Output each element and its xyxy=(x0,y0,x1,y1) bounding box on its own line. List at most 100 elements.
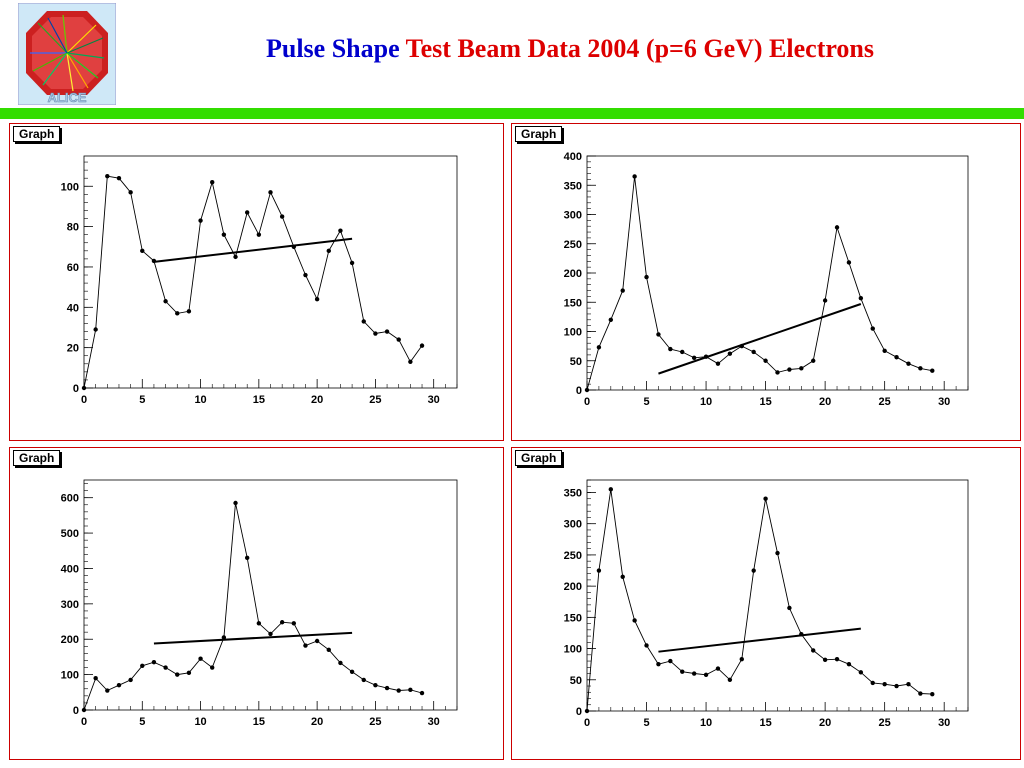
data-point xyxy=(233,500,238,506)
y-tick-label: 300 xyxy=(61,599,79,611)
data-point xyxy=(656,661,661,667)
data-point xyxy=(408,359,413,364)
data-point xyxy=(918,366,923,371)
y-tick-label: 150 xyxy=(564,612,582,624)
data-point xyxy=(691,671,697,676)
x-tick-label: 15 xyxy=(759,396,771,408)
data-point xyxy=(373,331,378,336)
data-point xyxy=(81,385,87,391)
x-tick-label: 5 xyxy=(643,717,649,729)
x-tick-label: 0 xyxy=(584,717,590,729)
y-tick-label: 300 xyxy=(564,210,582,222)
data-point xyxy=(763,358,768,363)
data-point xyxy=(691,355,697,361)
x-tick-label: 0 xyxy=(81,716,87,728)
data-point xyxy=(834,225,840,230)
x-tick-label: 10 xyxy=(700,396,712,408)
data-point xyxy=(210,180,215,185)
alice-logo: ALICE xyxy=(17,2,117,106)
y-tick-label: 100 xyxy=(564,327,582,339)
data-point xyxy=(268,190,273,195)
y-tick-label: 150 xyxy=(564,297,582,309)
data-point xyxy=(930,691,935,697)
x-tick-label: 30 xyxy=(428,394,440,406)
series-line xyxy=(83,502,423,711)
data-point xyxy=(775,550,780,556)
data-point xyxy=(620,288,625,293)
x-tick-label: 30 xyxy=(938,396,950,408)
data-point xyxy=(186,309,192,314)
data-point xyxy=(279,620,285,625)
data-point xyxy=(244,555,250,561)
fit-line xyxy=(153,237,353,263)
y-tick-label: 200 xyxy=(61,634,79,646)
data-point xyxy=(870,680,875,686)
data-point xyxy=(81,707,87,713)
graph-panel-1: Graph 0 5 10 15 20 25 30 0 20 40 60 80 100 xyxy=(9,123,504,441)
data-point xyxy=(918,691,923,696)
data-point xyxy=(870,326,875,331)
data-point xyxy=(906,361,911,366)
data-point xyxy=(268,631,273,637)
y-tick-label: 50 xyxy=(570,356,582,368)
data-point xyxy=(644,274,649,280)
x-tick-label: 25 xyxy=(369,394,381,406)
data-point xyxy=(763,496,768,501)
y-tick-label: 300 xyxy=(564,519,582,531)
data-point xyxy=(608,487,614,492)
data-point xyxy=(419,690,425,696)
y-tick-label: 50 xyxy=(570,675,582,687)
data-point xyxy=(303,643,308,648)
data-point xyxy=(128,190,133,195)
data-point xyxy=(396,337,401,342)
data-point xyxy=(93,675,98,681)
data-point xyxy=(882,681,887,687)
data-point xyxy=(596,345,602,350)
x-tick-label: 20 xyxy=(819,396,831,408)
y-tick-label: 500 xyxy=(61,528,79,540)
data-point xyxy=(163,665,168,670)
x-tick-label: 0 xyxy=(81,394,87,406)
data-point xyxy=(361,677,366,683)
data-point xyxy=(163,299,168,304)
data-point xyxy=(105,173,110,179)
data-point xyxy=(128,677,133,683)
x-tick-label: 30 xyxy=(428,716,440,728)
x-tick-label: 30 xyxy=(938,717,950,729)
x-tick-label: 0 xyxy=(584,396,590,408)
y-tick-label: 100 xyxy=(61,181,79,193)
x-tick-label: 25 xyxy=(369,716,381,728)
x-tick-label: 5 xyxy=(139,394,145,406)
data-point xyxy=(787,367,792,372)
data-point xyxy=(198,218,203,223)
y-tick-label: 0 xyxy=(73,383,79,395)
x-tick-label: 15 xyxy=(253,716,265,728)
data-point xyxy=(151,660,157,665)
graph-panel-2: Graph 0 5 10 15 20 25 30 0 50 100 150 200 250 300 350 4… xyxy=(511,123,1021,441)
data-point xyxy=(314,297,320,302)
data-point xyxy=(396,688,401,693)
title-part-2: Test Beam Data 2004 (p=6 GeV) Electrons xyxy=(405,34,875,63)
x-tick-label: 15 xyxy=(759,717,771,729)
data-point xyxy=(703,672,709,677)
data-point xyxy=(419,343,425,348)
data-point xyxy=(715,361,721,366)
data-point xyxy=(930,368,935,373)
data-point xyxy=(727,351,733,356)
data-point xyxy=(233,254,238,260)
data-point xyxy=(882,348,887,354)
y-tick-label: 20 xyxy=(67,343,79,355)
data-point xyxy=(93,327,98,332)
data-point xyxy=(668,346,673,352)
data-point xyxy=(408,687,413,693)
data-point xyxy=(140,248,145,254)
y-tick-label: 350 xyxy=(564,487,582,499)
y-tick-label: 350 xyxy=(564,180,582,192)
data-point xyxy=(210,665,215,670)
data-point xyxy=(186,670,192,676)
y-tick-label: 60 xyxy=(67,262,79,274)
data-point xyxy=(894,683,899,689)
data-point xyxy=(256,232,262,237)
